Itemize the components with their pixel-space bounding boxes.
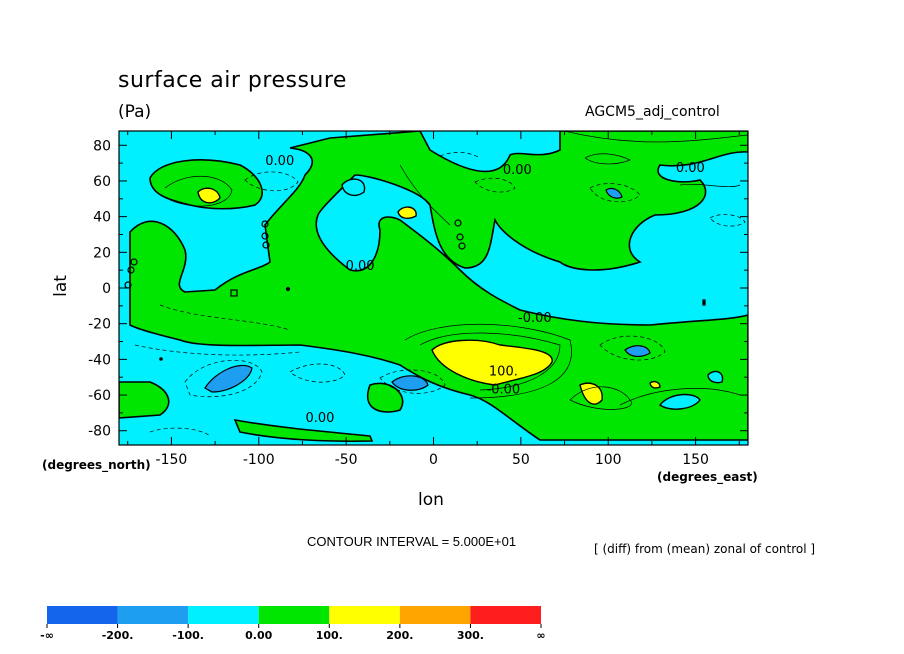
y-tick-label: -80 (88, 424, 111, 440)
contour-label: 0.00 (346, 259, 375, 274)
plot-field: 0.00 0.00 0.00 0.00 -0.00 100. -0.00 0.00 (119, 131, 748, 445)
colorbar-label: -∞ (40, 629, 54, 642)
strong-negative-regions (204, 187, 651, 393)
axes-layer: -150 -100 -50 0 50 100 150 80 60 40 20 0 -20 -40 -60 -8… (88, 131, 748, 468)
contour-label-layer: 0.00 0.00 0.00 0.00 -0.00 100. -0.00 0.00 (265, 154, 705, 426)
contour-label: 0.00 (305, 411, 334, 426)
x-tick-label: 0 (429, 452, 438, 468)
y-tick-label: -20 (88, 317, 111, 333)
strong-positive-regions (197, 187, 661, 405)
x-tick-label: -100 (243, 452, 275, 468)
colorbar-swatch (188, 606, 259, 624)
x-tick-label: 50 (512, 452, 530, 468)
source-label: AGCM5_adj_control (585, 104, 720, 120)
chart-units: (Pa) (118, 102, 152, 122)
colorbar-label: 300. (457, 629, 484, 642)
small-contours (124, 219, 706, 361)
y-tick-label: -40 (88, 352, 111, 368)
colorbar-label: 0.00 (245, 629, 272, 642)
colorbar-label: 100. (316, 629, 343, 642)
x-tick-label: -150 (156, 452, 188, 468)
contour-interval: CONTOUR INTERVAL = 5.000E+01 (307, 534, 517, 549)
x-tick-label: 100 (595, 452, 622, 468)
colorbar-swatch (470, 606, 541, 624)
y-tick-label: 20 (93, 245, 111, 261)
y-tick-label: 0 (102, 281, 111, 297)
dashed-contours (134, 152, 746, 437)
y-unit-note: (degrees_north) (42, 458, 151, 472)
colorbar-label: -200. (102, 629, 134, 642)
y-tick-label: 60 (93, 174, 111, 190)
chart-title: surface air pressure (118, 68, 347, 93)
colorbar-swatch (258, 606, 330, 624)
colorbar-swatch (117, 606, 189, 624)
contour-label: -0.00 (518, 311, 552, 326)
contour-label: 0.00 (676, 161, 705, 176)
colorbar: -∞ -200. -100. 0.00 100. 200. 300. ∞ (40, 606, 546, 642)
positive-regions (119, 131, 748, 443)
contour-label: -0.00 (487, 382, 521, 397)
colorbar-label: -100. (172, 629, 204, 642)
contour-label: 100. (489, 364, 518, 379)
contour-label: 0.00 (503, 163, 532, 178)
x-tick-label: -50 (335, 452, 358, 468)
x-axis-label: lon (418, 490, 444, 510)
x-unit-note: (degrees_east) (657, 470, 758, 484)
contour-lines (164, 131, 748, 410)
colorbar-swatch (329, 606, 400, 624)
negative-holes (341, 178, 724, 410)
colorbar-label: 200. (386, 629, 413, 642)
colorbar-swatch (47, 606, 118, 624)
y-tick-label: 80 (93, 138, 111, 154)
contour-label: 0.00 (265, 154, 294, 169)
y-tick-label: 40 (93, 210, 111, 226)
colorbar-swatch (399, 606, 471, 624)
colorbar-label: ∞ (536, 629, 545, 642)
diff-footnote: [ (diff) from (mean) zonal of control ] (594, 542, 816, 556)
x-tick-label: 150 (682, 452, 709, 468)
y-tick-label: -60 (88, 388, 111, 404)
